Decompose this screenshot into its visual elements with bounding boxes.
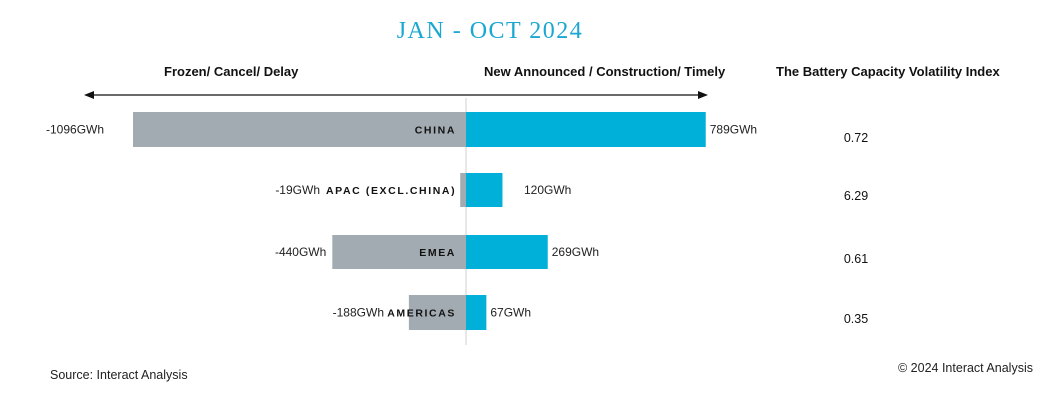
bar-positive-2 <box>466 173 503 207</box>
bar-positive-4 <box>466 295 487 330</box>
volatility-index-value-3: 0.61 <box>844 252 868 266</box>
positive-value-label-1: 789GWh <box>710 123 757 137</box>
arrow-left-head <box>84 91 94 99</box>
chart-title: JAN - OCT 2024 <box>396 18 584 44</box>
negative-value-label-2: -19GWh <box>275 183 320 197</box>
volatility-index-value-4: 0.35 <box>844 312 868 326</box>
source-note: Source: Interact Analysis <box>50 368 188 382</box>
right-header: New Announced / Construction/ Timely <box>484 64 726 79</box>
bar-negative-3 <box>332 235 466 269</box>
bar-negative-1 <box>133 112 466 147</box>
negative-value-label-3: -440GWh <box>275 245 326 259</box>
positive-value-label-3: 269GWh <box>552 245 599 259</box>
positive-value-label-4: 67GWh <box>490 306 531 320</box>
category-label-1: CHINA <box>415 125 456 137</box>
bar-negative-4 <box>408 295 466 330</box>
volatility-index-value-2: 6.29 <box>844 189 868 203</box>
negative-value-label-4: -188GWh <box>333 306 384 320</box>
bar-positive-1 <box>466 112 706 147</box>
index-header: The Battery Capacity Volatility Index <box>776 64 1000 79</box>
left-header: Frozen/ Cancel/ Delay <box>164 64 299 79</box>
arrow-right-head <box>698 91 708 99</box>
category-label-3: EMEA <box>419 247 456 259</box>
category-label-4: AMERICAS <box>387 308 456 320</box>
category-label-2: APAC (EXCL.CHINA) <box>326 185 456 197</box>
volatility-index-value-1: 0.72 <box>844 131 868 145</box>
negative-value-label-1: -1096GWh <box>46 123 104 137</box>
copyright-note: © 2024 Interact Analysis <box>898 361 1033 375</box>
positive-value-label-2: 120GWh <box>524 183 571 197</box>
bar-negative-2 <box>460 173 466 207</box>
bar-positive-3 <box>466 235 548 269</box>
